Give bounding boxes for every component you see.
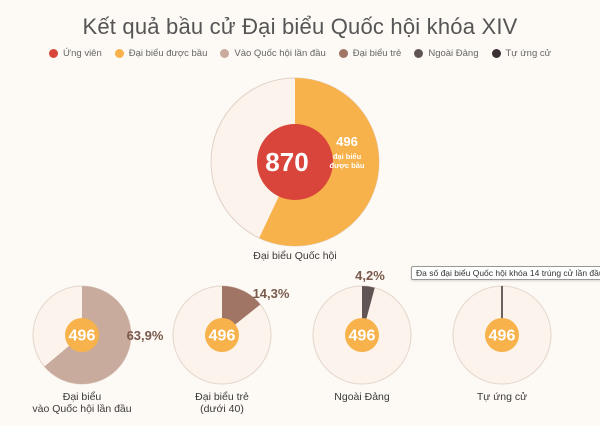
legend-label-self-nominated: Tự ứng cử [505, 48, 551, 59]
tooltip: Đa số đại biểu Quốc hội khóa 14 trúng cử… [411, 266, 600, 280]
legend-dot-elected [114, 49, 124, 58]
sub-center-value-0: 496 [69, 328, 96, 345]
sub-pie-center-1 [205, 318, 239, 352]
main-candidates-value: 870 [265, 147, 308, 177]
sub-caption1-3: Tự ứng cử [477, 391, 527, 403]
legend-item-non-party[interactable]: Ngoài Đảng [414, 48, 479, 59]
legend-item-self-nominated[interactable]: Tự ứng cử [491, 48, 551, 59]
main-elected-label-2: được bầu [330, 161, 365, 170]
sub-percent-label-0: 63,9% [127, 328, 164, 343]
main-pie-center [257, 124, 333, 200]
legend-item-candidates[interactable]: Ứng viên [49, 48, 102, 59]
sub-caption1-1: Đại biểu trẻ [195, 391, 249, 403]
sub-center-value-1: 496 [209, 328, 236, 345]
chart-title: Kết quả bầu cử Đại biểu Quốc hội khóa XI… [82, 14, 518, 39]
legend-dot-non-party [414, 49, 424, 58]
legend-label-first-time: Vào Quốc hội lần đầu [234, 48, 326, 59]
legend-item-first-time[interactable]: Vào Quốc hội lần đầu [220, 48, 326, 59]
legend-label-candidates: Ứng viên [63, 48, 102, 59]
legend-label-non-party: Ngoài Đảng [428, 48, 479, 59]
sub-caption1-0: Đại biểu [63, 391, 102, 403]
sub-percent-label-2: 4,2% [355, 268, 385, 283]
legend-dot-self-nominated [491, 49, 501, 58]
sub-caption2-1: (dưới 40) [200, 403, 244, 415]
main-caption: Đại biểu Quốc hội [253, 250, 336, 262]
sub-pie-center-0 [65, 318, 99, 352]
sub-center-value-3: 496 [489, 328, 516, 345]
sub-caption2-0: vào Quốc hội lần đầu [32, 403, 131, 415]
legend-label-elected: Đại biểu được bầu [128, 48, 208, 59]
sub-center-value-2: 496 [349, 328, 376, 345]
legend-dot-young [338, 49, 348, 58]
sub-pie-center-3 [485, 318, 519, 352]
legend-dot-first-time [220, 49, 230, 58]
legend-item-young[interactable]: Đại biểu trẻ [338, 48, 402, 59]
legend: Ứng viên Đại biểu được bầu Vào Quốc hội … [0, 48, 600, 59]
legend-label-young: Đại biểu trẻ [352, 48, 402, 59]
sub-pie-center-2 [345, 318, 379, 352]
legend-item-elected[interactable]: Đại biểu được bầu [114, 48, 208, 59]
sub-percent-label-1: 14,3% [253, 286, 290, 301]
legend-dot-candidates [49, 49, 58, 58]
sub-caption1-2: Ngoài Đảng [334, 391, 390, 403]
main-elected-label-1: đại biểu [333, 152, 362, 161]
main-elected-value: 496 [336, 134, 358, 149]
